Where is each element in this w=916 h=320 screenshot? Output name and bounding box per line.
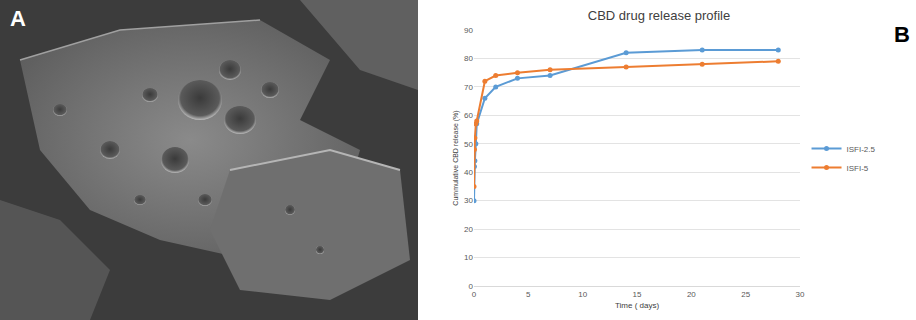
svg-text:25: 25 xyxy=(741,290,750,299)
svg-text:60: 60 xyxy=(464,111,473,120)
svg-text:10: 10 xyxy=(578,290,587,299)
svg-text:90: 90 xyxy=(464,26,473,35)
svg-text:20: 20 xyxy=(687,290,696,299)
svg-text:ISFI-2.5: ISFI-2.5 xyxy=(847,145,876,154)
svg-text:0: 0 xyxy=(472,290,477,299)
svg-text:ISFI-5: ISFI-5 xyxy=(847,164,869,173)
html-text:B: B xyxy=(894,22,910,47)
svg-text:40: 40 xyxy=(464,168,473,177)
svg-text:10: 10 xyxy=(464,253,473,262)
svg-text:30: 30 xyxy=(464,196,473,205)
svg-text:Cummulative CBD release (%): Cummulative CBD release (%) xyxy=(452,110,460,205)
svg-text:30: 30 xyxy=(796,290,805,299)
svg-text:5: 5 xyxy=(526,290,531,299)
svg-text:15: 15 xyxy=(633,290,642,299)
svg-text:20: 20 xyxy=(464,225,473,234)
html-text:A: A xyxy=(10,6,26,31)
svg-text:Time ( days): Time ( days) xyxy=(615,301,659,310)
svg-text:80: 80 xyxy=(464,54,473,63)
svg-text:CBD drug release profile: CBD drug release profile xyxy=(588,8,730,23)
svg-text:50: 50 xyxy=(464,140,473,149)
svg-text:70: 70 xyxy=(464,83,473,92)
svg-text:0: 0 xyxy=(469,282,474,291)
